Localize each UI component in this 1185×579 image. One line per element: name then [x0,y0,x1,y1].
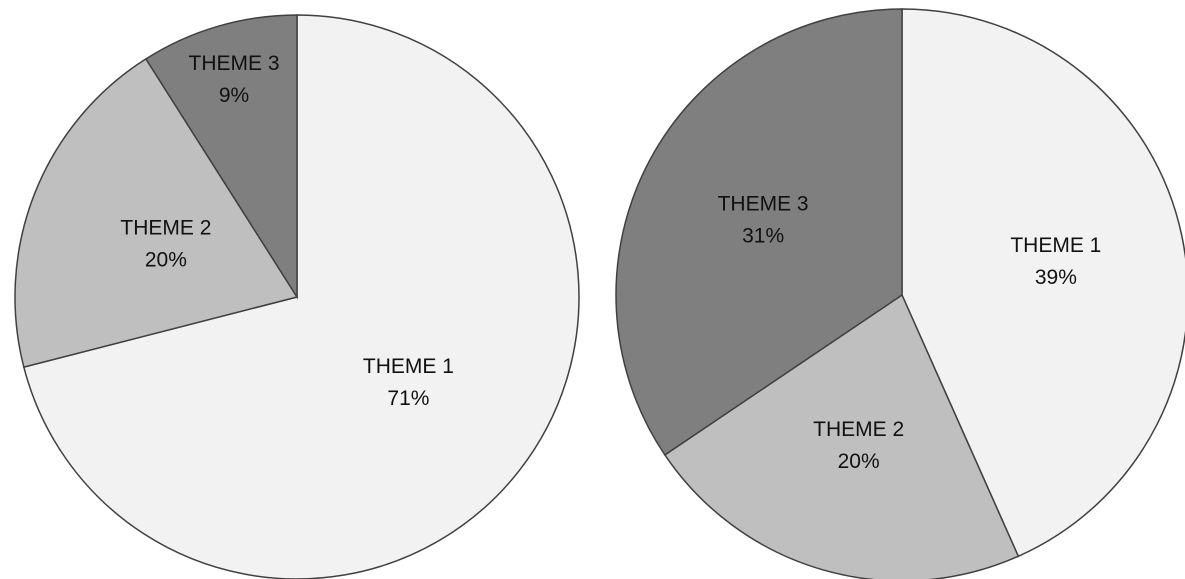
slice-label: THEME 2 [813,418,904,441]
slice-value-label: 31% [742,225,784,248]
slice-value-label: 39% [1035,266,1077,289]
slice-label: THEME 1 [1010,234,1101,257]
pie-slice [901,8,1185,558]
slice-label: THEME 3 [718,193,809,216]
slice-value-label: 71% [387,387,429,410]
slice-value-label: 20% [145,249,187,272]
pie-slice [14,57,299,369]
slice-value-label: 20% [838,450,880,473]
slice-label: THEME 2 [120,217,211,240]
pie-slice [22,14,580,579]
slice-label: THEME 1 [363,355,454,378]
pie-slice [144,14,298,300]
pie-slice [615,8,903,456]
slice-label: THEME 3 [189,52,280,75]
slice-value-label: 9% [219,84,249,107]
pie-slice [663,293,1020,579]
